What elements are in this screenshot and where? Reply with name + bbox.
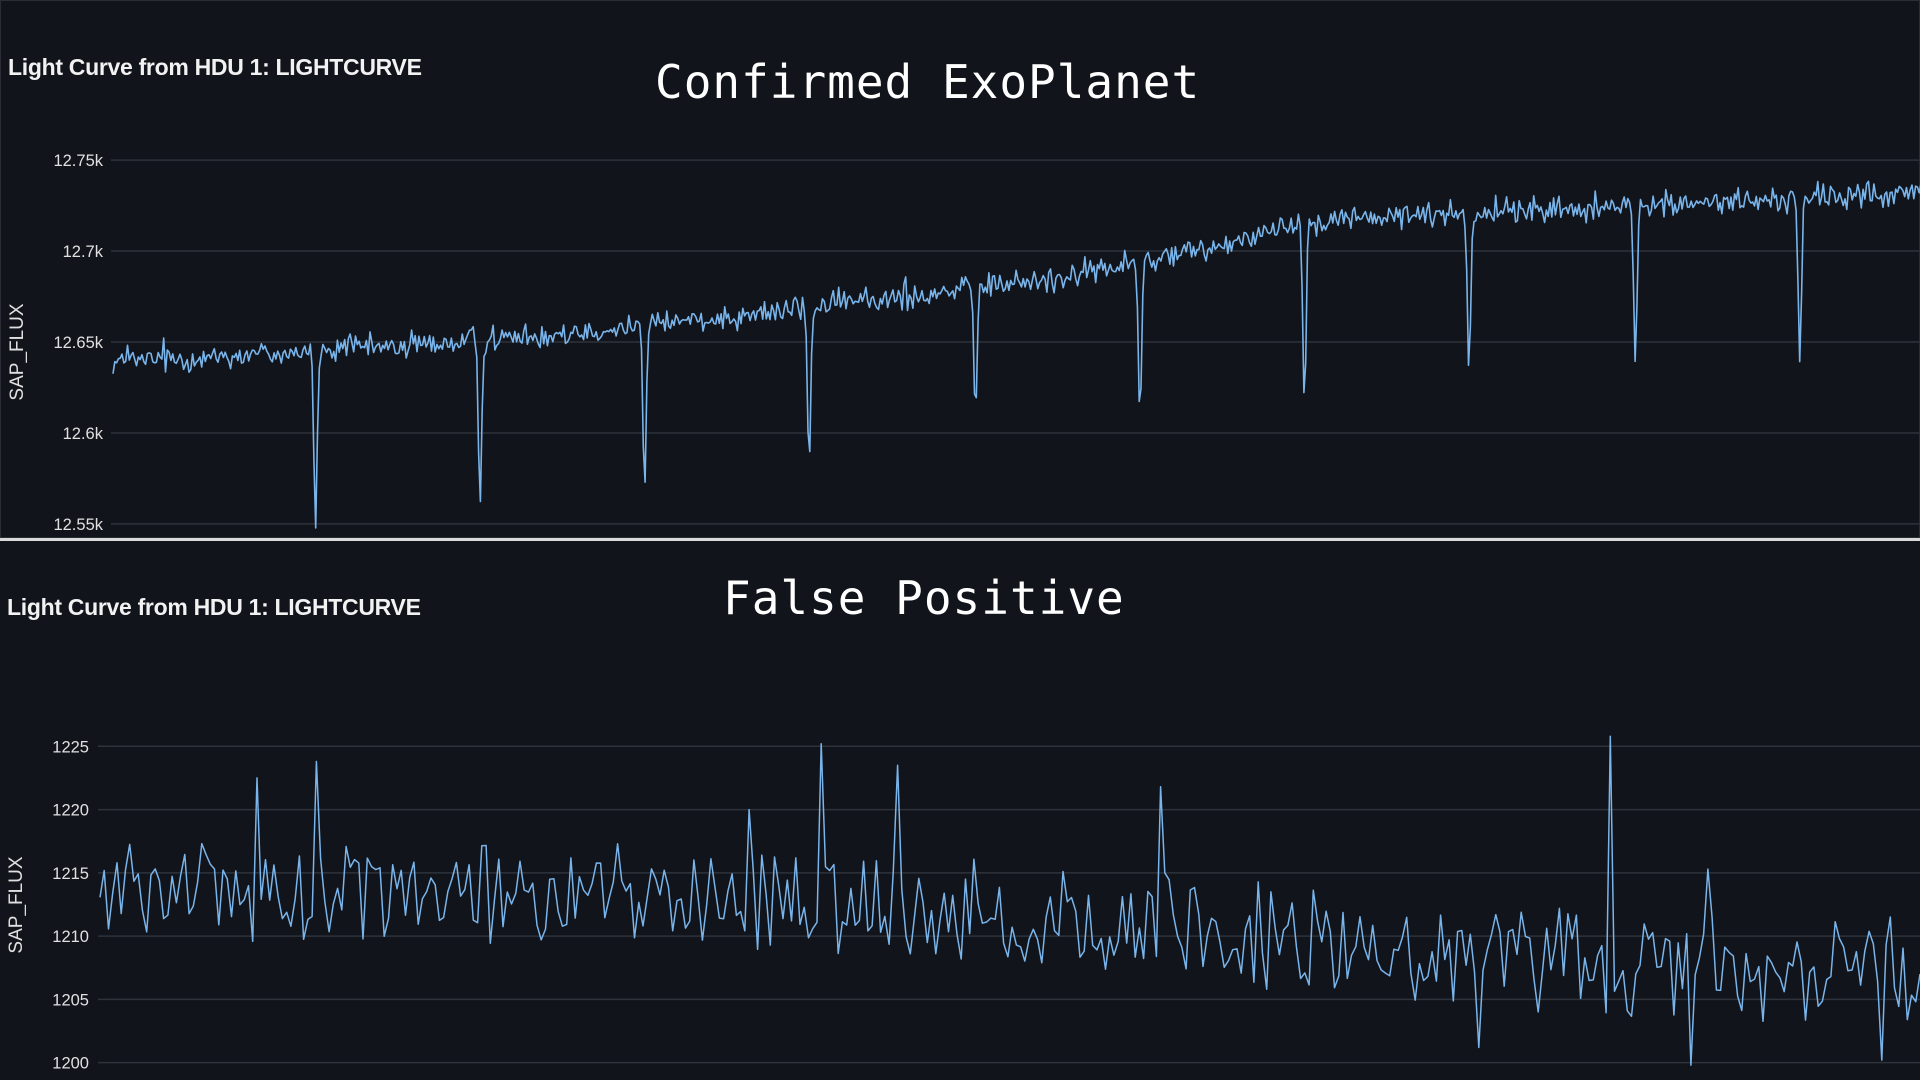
overlay-label-false-positive: False Positive: [723, 571, 1125, 625]
y-tick-label: 12.55k: [53, 516, 103, 534]
y-tick-label: 1200: [52, 1055, 89, 1073]
y-tick-label: 12.65k: [53, 334, 103, 352]
light-curve-plot-confirmed: 12.55k 12.6k 12.65k 12.7k 12.75k SAP_FLUX: [7, 152, 1920, 534]
y-tick-label: 1215: [52, 865, 89, 883]
chart-panel-false-positive: Light Curve from HDU 1: LIGHTCURVE 1200 1…: [0, 541, 1920, 1080]
light-curve-plot-false-positive: 1200 1205 1210 1215 1220 1225 SAP_FLUX: [6, 735, 1920, 1073]
flux-series-line: [112, 180, 1920, 529]
chart-panel-confirmed: Light Curve from HDU 1: LIGHTCURVE 12.55…: [0, 0, 1920, 538]
y-tick-label: 12.75k: [53, 152, 103, 170]
y-tick-label: 1205: [52, 991, 89, 1009]
y-axis-label: SAP_FLUX: [7, 303, 28, 400]
y-axis-label: SAP_FLUX: [6, 856, 27, 953]
panel-title: Light Curve from HDU 1: LIGHTCURVE: [8, 54, 422, 80]
y-tick-label: 1220: [52, 802, 89, 820]
overlay-label-confirmed: Confirmed ExoPlanet: [655, 55, 1201, 109]
panel-divider: [0, 538, 1920, 541]
panel-title: Light Curve from HDU 1: LIGHTCURVE: [7, 594, 421, 620]
y-tick-label: 12.7k: [63, 243, 104, 261]
y-tick-label: 1225: [52, 738, 89, 756]
flux-series-line: [99, 735, 1920, 1066]
y-tick-label: 12.6k: [63, 425, 104, 443]
y-tick-label: 1210: [52, 928, 89, 946]
